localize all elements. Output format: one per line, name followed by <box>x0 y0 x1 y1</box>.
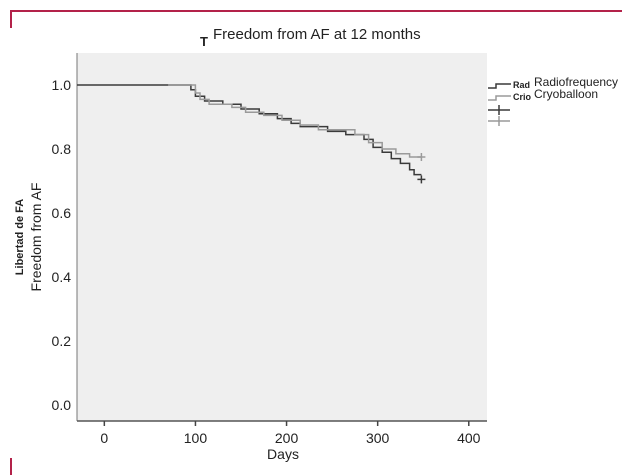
legend-code-cryoballoon: Crio <box>513 92 532 102</box>
legend-label-cryoballoon: Cryoballoon <box>534 87 598 101</box>
frame-top-border <box>10 10 622 12</box>
legend-censor-radiofrequency <box>488 105 510 115</box>
x-tick-label: 200 <box>275 430 299 446</box>
censor-mark-radiofrequency <box>417 175 426 184</box>
chart-title: Freedom from AF at 12 months <box>213 26 421 43</box>
y-tick-label: 0.6 <box>52 205 72 221</box>
legend-symbol-cryoballoon <box>488 95 511 101</box>
y-ticks: 0.0 0.2 0.4 0.6 0.8 1.0 <box>52 77 72 413</box>
y-tick-label: 0.0 <box>52 397 72 413</box>
legend-label-radiofrequency: Radiofrequency <box>534 75 618 89</box>
y-tick-label: 0.2 <box>52 333 72 349</box>
y-tick-label: 0.8 <box>52 141 72 157</box>
x-ticks: 0 100 200 300 400 <box>100 421 481 446</box>
y-axis-label: Freedom from AF <box>28 183 44 292</box>
legend-code-radiofrequency: Rad <box>513 80 530 90</box>
title-marker-icon: T <box>200 34 208 49</box>
legend: Rad Radiofrequency Crio Cryoballoon <box>488 75 618 126</box>
y-tick-label: 1.0 <box>52 77 72 93</box>
censor-mark-cryoballoon <box>417 153 426 161</box>
frame-left-border-bottom <box>10 458 12 475</box>
x-tick-label: 400 <box>457 430 481 446</box>
series-line-cryoballoon <box>168 84 422 158</box>
frame-left-border-top <box>10 10 12 28</box>
y-tick-label: 0.4 <box>52 269 72 285</box>
legend-censor-cryoballoon <box>488 116 510 126</box>
series-line-radiofrequency <box>77 84 422 176</box>
legend-symbol-radiofrequency <box>488 83 511 89</box>
x-tick-label: 100 <box>184 430 208 446</box>
x-tick-label: 300 <box>366 430 390 446</box>
y-axis-label-original: Libertad de FA <box>14 199 26 275</box>
series-layer <box>77 84 426 184</box>
x-tick-label: 0 <box>100 430 108 446</box>
plot-area-background <box>77 53 487 421</box>
x-axis-label: Days <box>267 446 299 462</box>
